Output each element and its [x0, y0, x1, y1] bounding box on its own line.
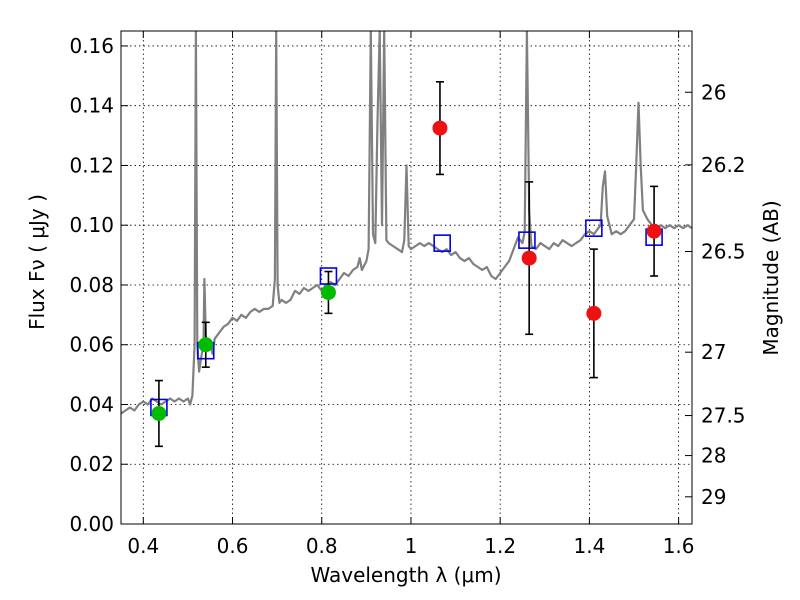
x-tick-label: 0.6	[217, 534, 249, 558]
y-tick-label: 0.10	[69, 213, 114, 237]
photometry-point	[521, 250, 537, 266]
grid	[121, 31, 692, 525]
axis-ticks	[121, 31, 692, 525]
x-tick-label: 1.6	[663, 534, 695, 558]
x-tick-label: 0.4	[127, 534, 159, 558]
right-tick-label: 26.2	[701, 153, 746, 177]
y-tick-label: 0.02	[69, 452, 114, 476]
spectrum-line	[121, 31, 692, 415]
errorbar-layer	[154, 80, 659, 448]
right-tick-label: 26	[701, 80, 726, 104]
model-band-flux-marker	[585, 219, 603, 237]
right-tick-label: 29	[701, 485, 726, 509]
right-tick-label: 28	[701, 444, 726, 468]
x-tick-label: 0.8	[306, 534, 338, 558]
right-tick-label: 27.5	[701, 404, 746, 428]
right-axis-label: Magnitude (AB)	[759, 200, 783, 355]
photometry-point	[151, 405, 167, 421]
photometry-point	[646, 223, 662, 239]
y-tick-label: 0.08	[69, 273, 114, 297]
photometry-point-layer	[151, 120, 662, 421]
model-band-flux-marker	[518, 231, 536, 249]
tick-labels: 0.4 0.6 0.8 1 1.2 1.4 1.6 0.00 0.02 0.04 0.06 0.08 0…	[69, 34, 745, 558]
right-tick-label: 27	[701, 340, 726, 364]
photometry-point	[586, 305, 602, 321]
photometry-point	[320, 284, 336, 300]
y-tick-label: 0.16	[69, 34, 114, 58]
y-tick-label: 0.12	[69, 153, 114, 177]
spectrum-layer	[121, 31, 692, 415]
y-tick-label: 0.04	[69, 392, 114, 416]
y-tick-label: 0.14	[69, 94, 114, 118]
y-tick-label: 0.00	[69, 512, 114, 536]
photometry-point	[198, 337, 214, 353]
x-tick-label: 1	[405, 534, 418, 558]
photometry-point	[432, 120, 448, 136]
right-tick-label: 26.5	[701, 240, 746, 264]
model-band-flux-marker	[433, 234, 451, 252]
y-tick-label: 0.06	[69, 333, 114, 357]
x-tick-label: 1.4	[573, 534, 605, 558]
x-tick-label: 1.2	[484, 534, 516, 558]
x-axis-label: Wavelength λ (μm)	[310, 563, 501, 587]
plot-frame	[120, 30, 693, 525]
model-band-flux-layer	[150, 219, 663, 417]
y-axis-label: Flux Fν ( μJy )	[25, 194, 49, 330]
